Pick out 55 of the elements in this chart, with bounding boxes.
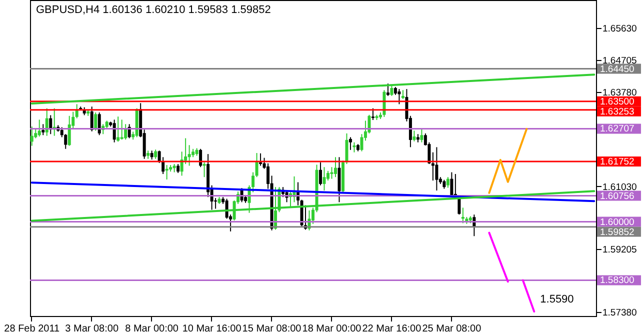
y-tick-label: 1.64705 xyxy=(602,56,637,66)
candlestick xyxy=(371,108,374,121)
y-tick-label: 1.63780 xyxy=(602,87,637,98)
candlestick xyxy=(255,152,258,178)
candlestick xyxy=(154,149,158,160)
ref-line-label: 1.63253 xyxy=(600,106,634,118)
chart-title: GBPUSD,H4 1.60136 1.60210 1.59583 1.59852 xyxy=(36,4,271,16)
candlestick xyxy=(68,115,71,146)
x-tick-label: 10 Mar 16:00 xyxy=(182,324,242,334)
candlestick xyxy=(348,136,352,150)
candlestick xyxy=(112,119,116,143)
candlestick xyxy=(75,104,78,119)
candlestick xyxy=(42,124,45,136)
y-tick-label: 1.65630 xyxy=(602,24,637,35)
x-tick-label: 15 Mar 08:00 xyxy=(242,324,302,334)
candlestick xyxy=(398,88,401,105)
ref-line-label: 1.61752 xyxy=(600,156,634,168)
candlestick xyxy=(38,119,41,138)
x-tick-label: 8 Mar 00:00 xyxy=(125,324,179,334)
ref-line-label: 1.59852 xyxy=(600,226,634,238)
candlestick xyxy=(120,119,124,140)
x-tick-label: 18 Mar 00:00 xyxy=(302,324,362,334)
ref-line-label: 1.60000 xyxy=(600,216,634,228)
candlestick xyxy=(124,124,128,140)
candlestick xyxy=(116,116,120,142)
candlestick xyxy=(334,156,337,178)
annotation: 1.5590 xyxy=(540,294,574,306)
x-tick-label: 22 Mar 16:00 xyxy=(362,324,422,334)
x-tick-label: 25 Mar 08:00 xyxy=(422,324,482,334)
candlestick xyxy=(322,166,326,191)
ref-line-label: 1.63500 xyxy=(600,96,634,108)
y-tick-label: 1.57380 xyxy=(602,307,637,318)
y-tick-label: 1.61030 xyxy=(602,182,637,193)
candlestick xyxy=(360,134,364,152)
candlestick xyxy=(390,85,394,96)
candlestick xyxy=(338,156,341,203)
line-series xyxy=(488,128,528,194)
y-tick-label: 1.59205 xyxy=(602,244,637,256)
candlestick xyxy=(326,170,330,182)
candlestick xyxy=(412,130,416,142)
candlestick xyxy=(420,128,424,143)
candlestick xyxy=(318,162,322,186)
ref-line-label: 1.58300 xyxy=(600,275,634,286)
candlestick xyxy=(386,83,390,96)
candlestick xyxy=(435,146,438,191)
candlestick xyxy=(94,112,98,132)
ref-line-label: 1.62707 xyxy=(600,124,634,135)
x-tick-label: 28 Feb 2011 xyxy=(4,324,60,334)
x-tick-label: 3 Mar 08:00 xyxy=(65,324,119,334)
candlestick xyxy=(446,176,450,188)
candlestick xyxy=(30,126,34,146)
ref-line-label: 1.64450 xyxy=(600,64,634,75)
candlestick xyxy=(188,144,191,166)
candlestick xyxy=(90,106,94,132)
ref-line-label: 1.60756 xyxy=(600,190,634,202)
